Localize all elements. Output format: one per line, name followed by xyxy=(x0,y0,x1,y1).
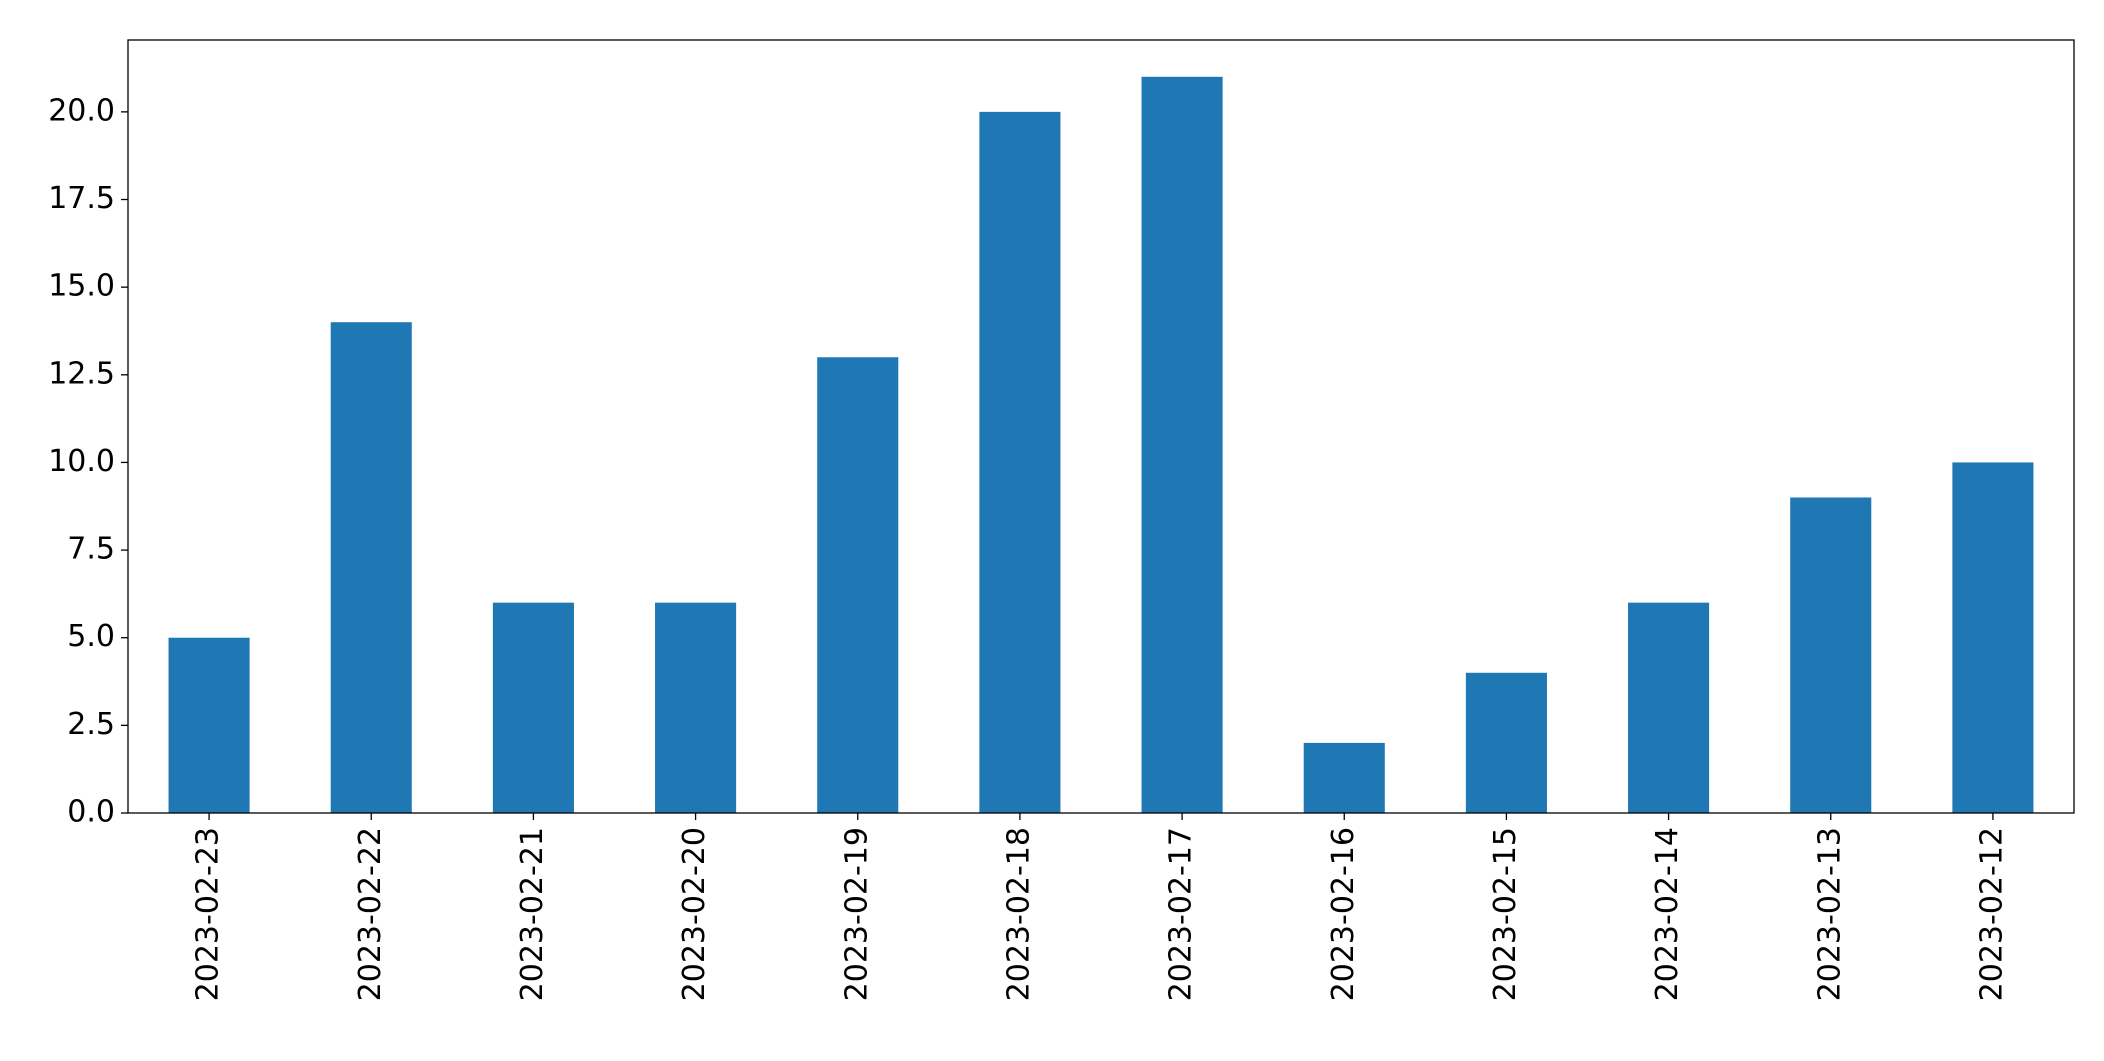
y-tick-label: 20.0 xyxy=(48,93,115,128)
x-tick-label: 2023-02-14 xyxy=(1650,827,1685,1001)
bar xyxy=(655,602,737,813)
x-tick-label: 2023-02-23 xyxy=(191,827,226,1001)
y-tick-label: 5.0 xyxy=(67,619,115,654)
x-tick-label: 2023-02-17 xyxy=(1164,827,1199,1001)
y-tick-label: 0.0 xyxy=(67,795,115,830)
bar xyxy=(1141,76,1223,814)
bar xyxy=(1952,462,2034,813)
bar xyxy=(492,602,574,813)
x-tick-label: 2023-02-19 xyxy=(839,827,874,1001)
bar xyxy=(817,357,899,813)
bar xyxy=(1465,672,1547,813)
bar xyxy=(1303,742,1385,813)
bar xyxy=(1790,497,1872,813)
x-tick-label: 2023-02-12 xyxy=(1974,827,2009,1001)
x-tick-label: 2023-02-13 xyxy=(1812,827,1847,1001)
x-tick-label: 2023-02-15 xyxy=(1488,827,1523,1001)
bar xyxy=(168,637,250,813)
axes-frame xyxy=(127,39,2075,814)
y-tick-label: 12.5 xyxy=(48,356,115,391)
x-tick-label: 2023-02-21 xyxy=(515,827,550,1001)
y-tick-label: 10.0 xyxy=(48,444,115,479)
x-tick-label: 2023-02-20 xyxy=(677,827,712,1001)
bar xyxy=(330,322,412,813)
x-tick-label: 2023-02-22 xyxy=(353,827,388,1001)
bar xyxy=(1628,602,1710,813)
y-tick-label: 15.0 xyxy=(48,269,115,304)
bar xyxy=(979,111,1061,813)
y-tick-label: 7.5 xyxy=(67,532,115,567)
x-tick-label: 2023-02-18 xyxy=(1001,827,1036,1001)
y-tick-label: 17.5 xyxy=(48,181,115,216)
x-tick-label: 2023-02-16 xyxy=(1326,827,1361,1001)
y-tick-label: 2.5 xyxy=(67,707,115,742)
